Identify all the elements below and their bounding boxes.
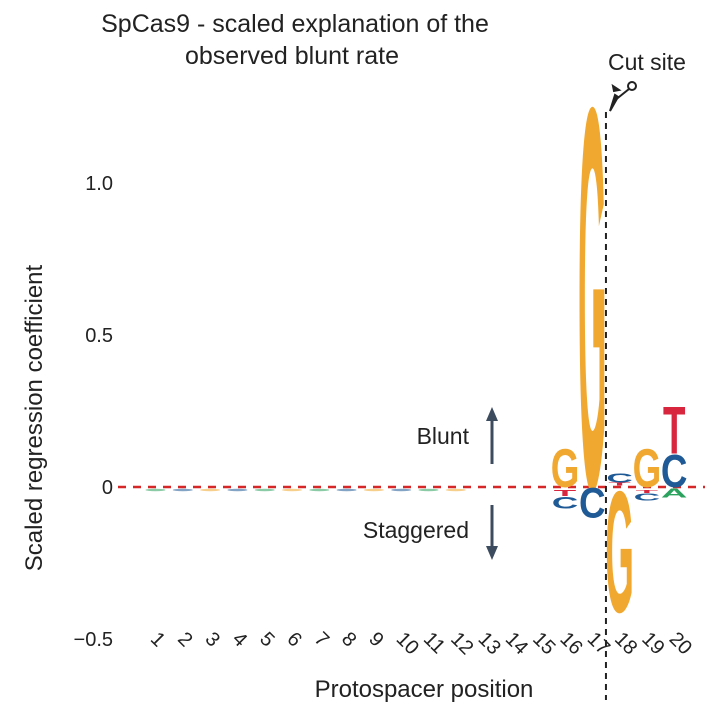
scissors-icon [609,81,637,112]
logo-mark-pos-2 [172,488,193,492]
logo-letter-C-pos-17: C [579,480,606,527]
x-tick-label-1: 1 [146,628,169,651]
y-tick-label-3: −0.5 [74,629,113,651]
logo-letter-C-pos-16: C [552,494,579,513]
logo-letter-A-pos-20: A [661,486,688,500]
logo-letter-G-pos-18: G [605,455,634,649]
staggered-label: Staggered [363,517,469,543]
logo-mark-pos-3 [200,488,221,492]
x-tick-label-10: 10 [392,628,423,659]
logo-mark-pos-1 [145,488,166,492]
y-tick-labels: 1.0 0.5 0 −0.5 [74,173,113,651]
up-arrow-icon [486,407,498,464]
logo-letter-G-pos-16: G [551,438,580,499]
chart-title: SpCas9 - scaled explanation of the obser… [101,10,489,70]
logo-mark-pos-9 [363,488,384,492]
logo-mark-pos-11 [418,488,439,492]
x-tick-label-9: 9 [364,628,387,651]
x-tick-label-16: 16 [555,628,586,659]
x-tick-label-5: 5 [255,628,278,651]
x-tick-label-20: 20 [665,628,696,659]
x-tick-label-11: 11 [419,628,449,658]
logo-letter-C-pos-20: C [661,445,688,497]
down-arrow-icon [486,505,498,560]
x-tick-label-8: 8 [337,628,360,651]
logo-letter-T-pos-19: T [636,489,658,494]
x-axis-label: Protospacer position [315,676,534,703]
cut-site-label: Cut site [608,49,686,75]
x-tick-label-6: 6 [282,628,305,651]
logo-letter-G-pos-19: G [633,438,662,499]
x-tick-label-13: 13 [474,628,505,659]
x-tick-label-3: 3 [201,628,224,651]
logo-mark-pos-6 [282,488,302,492]
x-tick-label-12: 12 [446,628,477,659]
logo-mark-pos-5 [254,488,275,492]
x-tick-label-14: 14 [501,628,532,659]
logo-letter-T-pos-18: T [608,482,630,487]
logo-letter-G-pos-17: G [578,0,607,603]
logo-mark-pos-4 [227,488,248,492]
chart-title-line-1: SpCas9 - scaled explanation of the [101,10,489,38]
y-tick-label-0: 1.0 [85,173,113,195]
logo-letter-T-pos-16: T [554,489,576,498]
x-tick-label-2: 2 [173,628,196,651]
logo-letter-T-pos-20: T [663,393,685,469]
x-tick-label-4: 4 [228,628,251,651]
logo-mark-pos-12 [445,488,466,492]
x-tick-label-7: 7 [310,628,333,651]
y-tick-label-2: 0 [102,477,113,499]
blunt-label: Blunt [417,423,470,449]
chart-title-line-2: observed blunt rate [185,42,399,70]
y-axis-label: Scaled regression coefficient [21,264,48,571]
y-tick-label-1: 0.5 [85,325,113,347]
logo-letter-C-pos-18: C [606,471,633,485]
x-tick-label-15: 15 [528,628,559,659]
logo-mark-pos-10 [391,488,412,492]
logo-mark-pos-7 [309,488,330,492]
x-tick-label-19: 19 [637,628,668,659]
logo-mark-pos-8 [336,488,357,492]
logo-letter-C-pos-19: C [634,491,661,503]
